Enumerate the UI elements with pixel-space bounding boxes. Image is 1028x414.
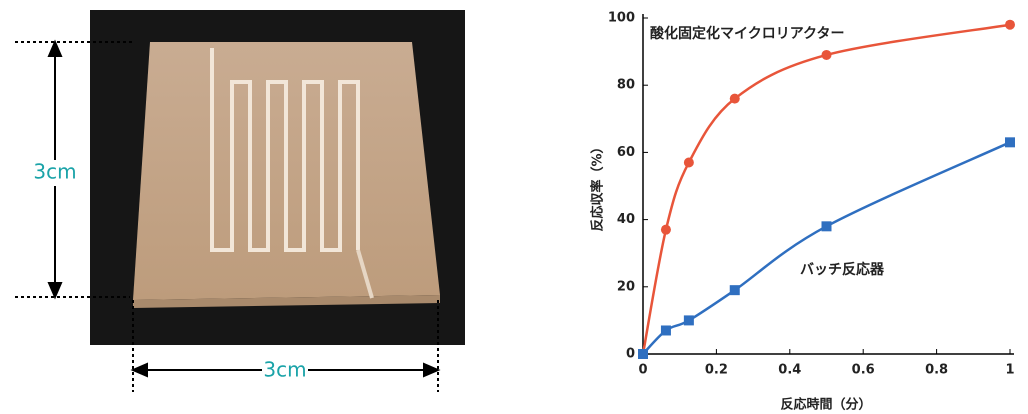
x-tick-label: 1 (1005, 363, 1014, 378)
point (730, 94, 740, 104)
page: 3cm 3cm 反応時間（分） 反応収率（%） 0 20 40 60 80 100 0 0.2… (0, 0, 1028, 414)
x-tick-label: 0.4 (778, 363, 801, 378)
point (822, 50, 832, 60)
x-tick-label: 0.8 (925, 363, 948, 378)
x-tick-label: 0.2 (705, 363, 728, 378)
x-axis-label: 反応時間（分） (780, 397, 871, 413)
point (661, 325, 671, 335)
point (730, 285, 740, 295)
series-line (643, 25, 1010, 354)
x-tick-label: 0 (638, 363, 647, 378)
point (684, 157, 694, 167)
point (684, 315, 694, 325)
series-label: バッチ反応器 (800, 261, 885, 278)
point (638, 349, 648, 359)
point (661, 225, 671, 235)
y-tick-label: 60 (617, 145, 635, 160)
series-line (643, 142, 1010, 354)
y-tick-label: 40 (617, 212, 635, 227)
dimension-label: 3cm (263, 358, 306, 382)
y-axis-label: 反応収率（%） (590, 140, 606, 231)
y-tick-label: 80 (617, 78, 635, 93)
point (822, 221, 832, 231)
y-tick-label: 20 (617, 279, 635, 294)
y-tick-label: 0 (626, 347, 635, 362)
photo (90, 10, 465, 345)
y-tick-label: 100 (608, 11, 635, 26)
point (1005, 137, 1015, 147)
dimension-label: 3cm (33, 160, 76, 184)
x-tick-label: 0.6 (852, 363, 875, 378)
point (1005, 20, 1015, 30)
series-label: 酸化固定化マイクロリアクター (650, 25, 844, 42)
